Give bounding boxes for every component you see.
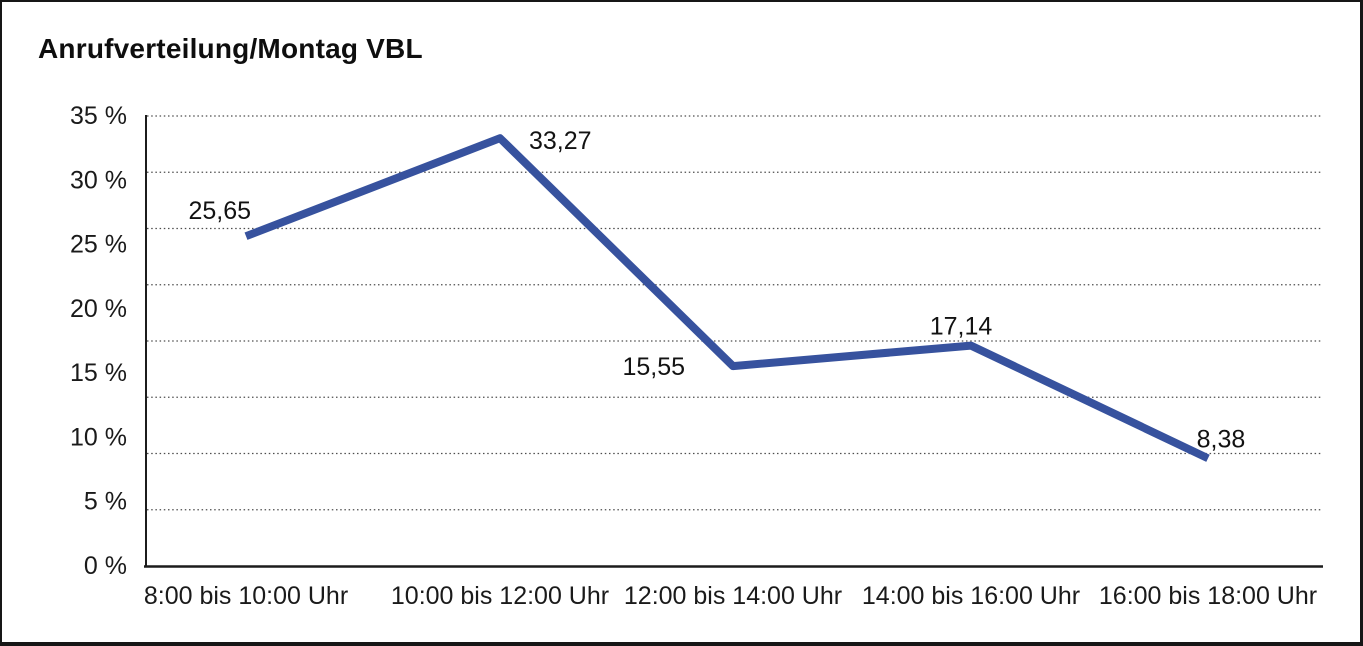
y-axis-tick-label: 25 %: [70, 231, 127, 259]
data-point-label: 17,14: [930, 313, 993, 341]
data-point-label: 8,38: [1197, 425, 1246, 453]
y-axis-tick-label: 30 %: [70, 166, 127, 194]
chart-title: Anrufverteilung/Montag VBL: [38, 33, 423, 64]
data-point-label: 25,65: [188, 197, 251, 225]
x-axis-category-label: 14:00 bis 16:00 Uhr: [862, 582, 1080, 610]
y-axis-tick-label: 5 %: [84, 488, 127, 516]
x-axis-category-label: 10:00 bis 12:00 Uhr: [391, 582, 609, 610]
x-axis-category-label: 16:00 bis 18:00 Uhr: [1099, 582, 1317, 610]
y-axis-tick-label: 20 %: [70, 295, 127, 323]
y-axis-labels: 35 % 30 % 25 % 20 % 15 % 10 % 5 % 0 %: [70, 102, 127, 580]
x-axis-category-label: 8:00 bis 10:00 Uhr: [144, 582, 348, 610]
gridlines: [147, 115, 1323, 511]
data-point-label: 15,55: [622, 353, 685, 381]
line-series: [244, 134, 1210, 462]
axes: [144, 115, 1323, 568]
y-axis-tick-label: 0 %: [84, 552, 127, 580]
x-axis-labels: 8:00 bis 10:00 Uhr 10:00 bis 12:00 Uhr 12:…: [144, 582, 1317, 610]
series-line: [244, 134, 1210, 462]
y-axis-tick-label: 15 %: [70, 359, 127, 387]
data-point-labels: 25,65 33,27 15,55 17,14 8,38: [188, 127, 1245, 453]
x-axis-category-label: 12:00 bis 14:00 Uhr: [624, 582, 842, 610]
y-axis-tick-label: 35 %: [70, 102, 127, 130]
data-point-label: 33,27: [529, 127, 592, 155]
y-axis-tick-label: 10 %: [70, 423, 127, 451]
